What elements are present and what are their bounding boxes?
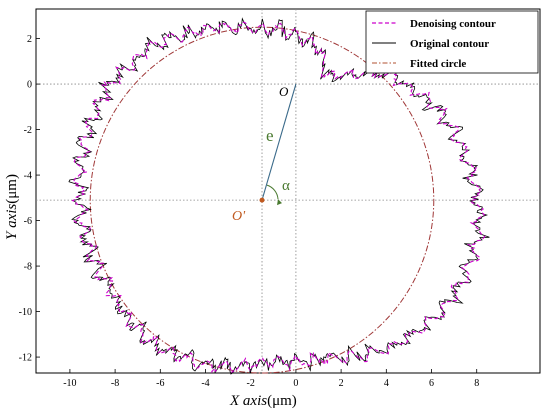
angle-arrowhead bbox=[277, 199, 283, 206]
center-marker bbox=[259, 197, 265, 203]
x-tick-label: 2 bbox=[339, 378, 344, 389]
x-ticks: -10 -8 -6 -4 -2 0 2 4 6 8 bbox=[63, 369, 479, 389]
eccentricity-vector bbox=[261, 83, 297, 201]
plot-frame bbox=[35, 8, 541, 374]
x-tick-label: -8 bbox=[111, 378, 119, 389]
y-tick-label: -10 bbox=[19, 307, 32, 318]
y-tick-label: -2 bbox=[24, 125, 32, 136]
eccentricity-label: e bbox=[266, 126, 274, 145]
denoising-contour-line bbox=[71, 21, 486, 375]
fitted-circle bbox=[89, 26, 435, 374]
legend-label-original: Original contour bbox=[410, 38, 489, 50]
x-tick-label: 0 bbox=[293, 378, 298, 389]
y-ticks: 2 0 -2 -4 -6 -8 -10 -12 bbox=[19, 34, 40, 364]
angle-arc bbox=[266, 184, 279, 200]
contour-layer bbox=[68, 17, 490, 375]
y-tick-label: -8 bbox=[24, 262, 32, 273]
eccentricity-layer bbox=[259, 83, 297, 206]
x-tick-label: -2 bbox=[247, 378, 255, 389]
x-tick-label: -6 bbox=[156, 378, 164, 389]
x-tick-label: -4 bbox=[201, 378, 209, 389]
guide-lines bbox=[36, 9, 540, 373]
y-axis-label-unit: (μm) bbox=[4, 174, 20, 204]
y-axis-label: Y axis(μm) bbox=[4, 174, 20, 240]
y-tick-label: 2 bbox=[27, 34, 32, 45]
x-tick-label: 4 bbox=[384, 378, 389, 389]
y-tick-label: -4 bbox=[24, 171, 32, 182]
x-axis-label-unit: (μm) bbox=[267, 393, 297, 409]
x-tick-label: 6 bbox=[429, 378, 434, 389]
legend-label-fitted: Fitted circle bbox=[410, 58, 466, 70]
y-tick-label: 0 bbox=[27, 80, 32, 91]
x-axis-label: X axis(μm) bbox=[229, 393, 297, 409]
x-tick-label: 8 bbox=[474, 378, 479, 389]
y-tick-label: -12 bbox=[19, 353, 32, 364]
origin-label: O bbox=[279, 84, 289, 99]
x-tick-label: -10 bbox=[63, 378, 76, 389]
y-axis-label-name: Y axis bbox=[4, 204, 20, 240]
y-tick-label: -6 bbox=[24, 216, 32, 227]
legend-label-denoising: Denoising contour bbox=[410, 18, 496, 30]
angle-label: α bbox=[282, 178, 290, 194]
fitted-circle-layer bbox=[89, 26, 435, 374]
center-label: O' bbox=[232, 209, 246, 224]
legend: Denoising contour Original contour Fitte… bbox=[365, 10, 539, 74]
x-axis-label-name: X axis bbox=[229, 393, 267, 409]
